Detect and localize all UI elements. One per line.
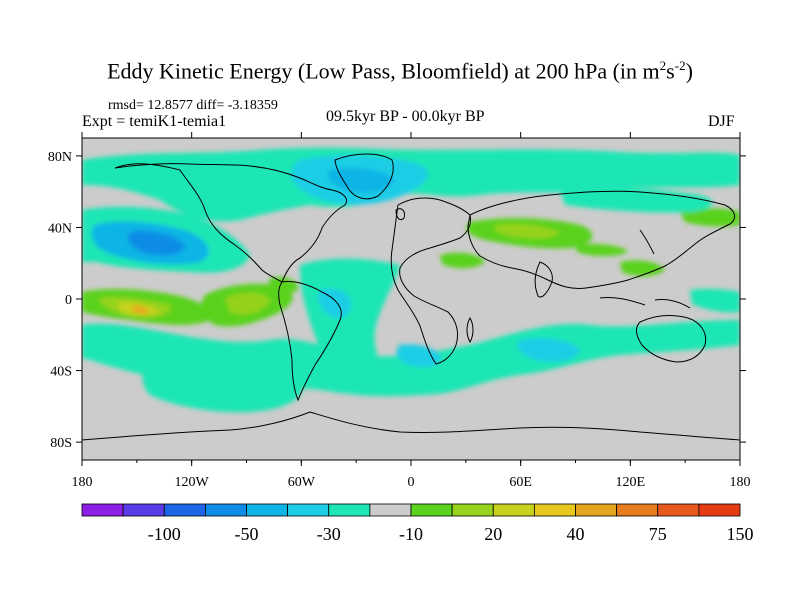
contour-region	[494, 223, 560, 239]
contour-region	[317, 288, 351, 319]
contour-region	[132, 305, 149, 314]
colorbar-swatch	[657, 503, 700, 517]
x-tick-label: 0	[408, 475, 415, 490]
y-tick-label: 40S	[50, 365, 72, 380]
contour-region	[575, 243, 628, 257]
contour-region	[128, 230, 185, 256]
colorbar-label: -50	[235, 524, 259, 544]
colorbar-swatch	[616, 503, 659, 517]
x-tick-label: 120W	[175, 475, 210, 490]
y-tick-label: 40N	[48, 221, 72, 236]
contour-region	[560, 187, 713, 213]
contour-region	[225, 292, 270, 315]
x-tick-label: 60W	[288, 475, 316, 490]
colorbar-swatch	[575, 503, 618, 517]
y-tick-label: 0	[65, 293, 72, 308]
x-tick-label: 60E	[509, 475, 532, 490]
experiment-label: Expt = temiK1-temia1	[82, 113, 227, 130]
coastline-madagascar	[466, 316, 474, 344]
plot-title: Eddy Kinetic Energy (Low Pass, Bloomfiel…	[107, 58, 693, 84]
colorbar-swatch	[533, 503, 576, 517]
coastline-europe-africa	[390, 197, 471, 365]
contour-field	[82, 147, 740, 413]
x-tick-label: 120E	[616, 475, 646, 490]
colorbar-swatch	[369, 503, 412, 517]
coastline-antarctica	[82, 411, 740, 441]
x-axis: 180 120W 60W 0 60E 120E 180	[72, 132, 751, 490]
colorbar-swatch	[163, 503, 206, 517]
coastline-japan	[639, 229, 655, 255]
x-tick-label: 180	[730, 475, 751, 490]
colorbar-label: 40	[567, 524, 585, 544]
y-tick-label: 80S	[50, 436, 72, 451]
colorbar-swatch	[451, 503, 494, 517]
colorbar-swatch	[410, 503, 453, 517]
colorbar-label: -30	[317, 524, 341, 544]
y-tick-label: 80N	[48, 150, 72, 165]
coastline-asia	[467, 190, 736, 289]
colorbar-label: 150	[727, 524, 754, 544]
colorbar-swatch	[328, 503, 371, 517]
coastlines	[82, 153, 740, 441]
coastline-greenland	[334, 153, 394, 200]
period-label: 09.5kyr BP - 00.0kyr BP	[326, 108, 485, 125]
coastline-india	[534, 261, 553, 298]
colorbar-swatch	[492, 503, 535, 517]
coastline-north-america	[114, 163, 347, 283]
contour-region	[680, 208, 740, 227]
colorbar-swatch	[204, 503, 247, 517]
colorbar-swatch	[698, 503, 741, 517]
colorbar-swatch	[122, 503, 165, 517]
colorbar-swatch	[81, 503, 124, 517]
contour-region	[620, 260, 665, 277]
contour-region	[517, 338, 580, 362]
colorbar-labels: -100 -50 -30 -10 20 40 75 150	[148, 524, 754, 544]
x-tick-label: 180	[72, 475, 93, 490]
colorbar-swatch	[287, 503, 330, 517]
contour-region	[440, 252, 485, 269]
contour-region	[328, 168, 395, 193]
colorbar-swatch	[246, 503, 289, 517]
y-axis: 80N 40N 0 40S 80S	[48, 150, 746, 451]
colorbar	[81, 503, 741, 517]
coastline-south-america	[278, 281, 342, 402]
coastline-australia	[635, 315, 707, 363]
colorbar-label: -100	[148, 524, 181, 544]
colorbar-label: 20	[484, 524, 502, 544]
contour-region	[690, 288, 740, 313]
coastline-indonesia	[599, 297, 691, 309]
season-label: DJF	[708, 113, 735, 130]
colorbar-label: 75	[649, 524, 667, 544]
colorbar-label: -10	[399, 524, 423, 544]
contour-region	[396, 344, 441, 368]
coastline-uk	[395, 208, 405, 221]
stats-text: rmsd= 12.8577 diff= -3.18359	[108, 98, 278, 113]
contour-region	[142, 359, 303, 413]
